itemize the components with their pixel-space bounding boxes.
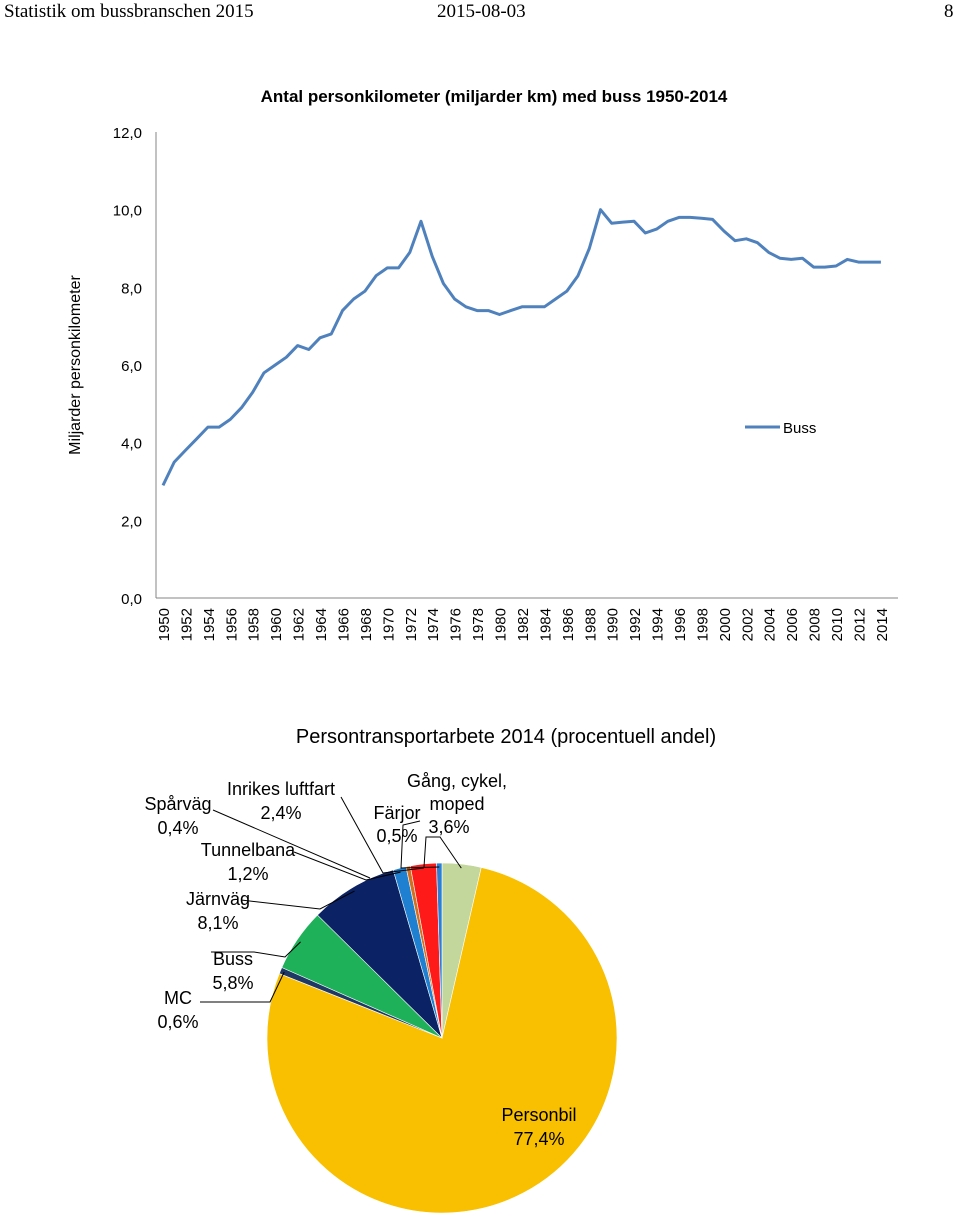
- x-tick-label: 1954: [201, 608, 218, 641]
- slice-percent-label: 2,4%: [260, 803, 301, 823]
- x-tick-label: 1980: [493, 608, 510, 641]
- slice-percent-label: 1,2%: [227, 864, 268, 884]
- x-tick-label: 1988: [582, 608, 599, 641]
- x-tick-label: 1984: [537, 608, 554, 641]
- slice-name-label: Järnväg: [186, 889, 250, 909]
- x-tick-label: 1964: [313, 608, 330, 641]
- y-tick-labels: 0,0 2,0 4,0 6,0 8,0 10,0 12,0: [113, 125, 142, 608]
- slice-name-label: moped: [429, 794, 484, 814]
- x-tick-label: 1992: [627, 608, 644, 641]
- leader-line: [240, 890, 355, 910]
- line-chart: Antal personkilometer (miljarder km) med…: [67, 87, 898, 641]
- x-tick-label: 2004: [762, 608, 779, 641]
- x-tick-label: 2014: [874, 608, 891, 641]
- slice-labels: Gång, cykel, moped 3,6% Personbil 77,4% MC 0,6…: [144, 771, 576, 1149]
- x-tick-label: 1974: [425, 608, 442, 641]
- x-tick-label: 1972: [403, 608, 420, 641]
- slice-name-label: Inrikes luftfart: [227, 779, 335, 799]
- leader-line: [200, 971, 285, 1003]
- slice-percent-label: 0,5%: [376, 826, 417, 846]
- x-tick-label: 2010: [829, 608, 846, 641]
- slice-name-label: MC: [164, 988, 192, 1008]
- pie-chart: Persontransportarbete 2014 (procentuell …: [144, 726, 716, 1214]
- x-tick-label: 1996: [672, 608, 689, 641]
- leader-line: [212, 809, 371, 879]
- x-tick-label: 1962: [291, 608, 308, 641]
- x-tick-label: 1958: [246, 608, 263, 641]
- line-chart-title: Antal personkilometer (miljarder km) med…: [261, 87, 728, 106]
- leader-line: [423, 836, 462, 869]
- x-tick-label: 2012: [851, 608, 868, 641]
- slice-percent-label: 5,8%: [212, 973, 253, 993]
- x-tick-label: 1982: [515, 608, 532, 641]
- pie-slice-personbil: [266, 867, 618, 1214]
- slice-name-label: Färjor: [373, 803, 420, 823]
- leader-line: [293, 851, 401, 881]
- y-tick-label: 4,0: [121, 436, 142, 453]
- series-line-buss: [161, 208, 881, 487]
- x-tick-label: 1968: [358, 608, 375, 641]
- x-tick-label: 1976: [448, 608, 465, 641]
- y-axis-label: Miljarder personkilometer: [67, 275, 84, 455]
- header-left: Statistik om bussbranschen 2015: [4, 1, 254, 22]
- slice-percent-label: 0,6%: [157, 1012, 198, 1032]
- slice-name-label: Buss: [213, 949, 253, 969]
- x-tick-labels: 1950 1952 1954 1956 1958 1960 1962 1964 1966 1968…: [156, 608, 891, 641]
- x-tick-label: 1978: [470, 608, 487, 641]
- slice-percent-label: 77,4%: [513, 1129, 564, 1149]
- x-tick-label: 1990: [605, 608, 622, 641]
- x-tick-label: 1950: [156, 608, 173, 641]
- pie-slice-jarnvag: [317, 869, 443, 1040]
- leader-lines: [200, 796, 462, 1003]
- x-tick-label: 2008: [807, 608, 824, 641]
- leader-line: [400, 820, 440, 869]
- slice-percent-label: 0,4%: [157, 818, 198, 838]
- x-tick-label: 1986: [560, 608, 577, 641]
- y-tick-label: 2,0: [121, 513, 142, 530]
- page-header: Statistik om bussbranschen 2015 2015-08-…: [0, 0, 960, 40]
- header-page-number: 8: [944, 1, 954, 22]
- y-tick-label: 0,0: [121, 591, 142, 608]
- header-date: 2015-08-03: [437, 1, 526, 22]
- x-tick-label: 1994: [650, 608, 667, 641]
- slice-percent-label: 3,6%: [428, 817, 469, 837]
- x-tick-label: 2000: [717, 608, 734, 641]
- slice-percent-label: 8,1%: [197, 913, 238, 933]
- x-tick-label: 1952: [178, 608, 195, 641]
- y-tick-label: 10,0: [113, 203, 142, 220]
- pie-slices: [266, 862, 618, 1214]
- y-tick-label: 6,0: [121, 358, 142, 375]
- slice-name-label: Spårväg: [144, 794, 211, 814]
- y-tick-label: 8,0: [121, 280, 142, 297]
- leader-line: [211, 941, 301, 958]
- y-tick-label: 12,0: [113, 125, 142, 142]
- pie-slice-farjor: [436, 862, 443, 1039]
- x-tick-label: 1956: [223, 608, 240, 641]
- slice-name-label: Tunnelbana: [201, 840, 296, 860]
- legend-label: Buss: [783, 420, 816, 437]
- axes: [155, 132, 898, 599]
- x-tick-label: 1966: [335, 608, 352, 641]
- x-tick-label: 1970: [380, 608, 397, 641]
- slice-name-label: Personbil: [501, 1105, 576, 1125]
- leader-line: [340, 796, 424, 874]
- slice-name-label: Gång, cykel,: [407, 771, 507, 791]
- x-tick-label: 1960: [268, 608, 285, 641]
- legend: Buss: [745, 420, 816, 437]
- x-tick-label: 2006: [784, 608, 801, 641]
- x-tick-label: 2002: [739, 608, 756, 641]
- pie-chart-title: Persontransportarbete 2014 (procentuell …: [296, 726, 716, 748]
- x-tick-label: 1998: [694, 608, 711, 641]
